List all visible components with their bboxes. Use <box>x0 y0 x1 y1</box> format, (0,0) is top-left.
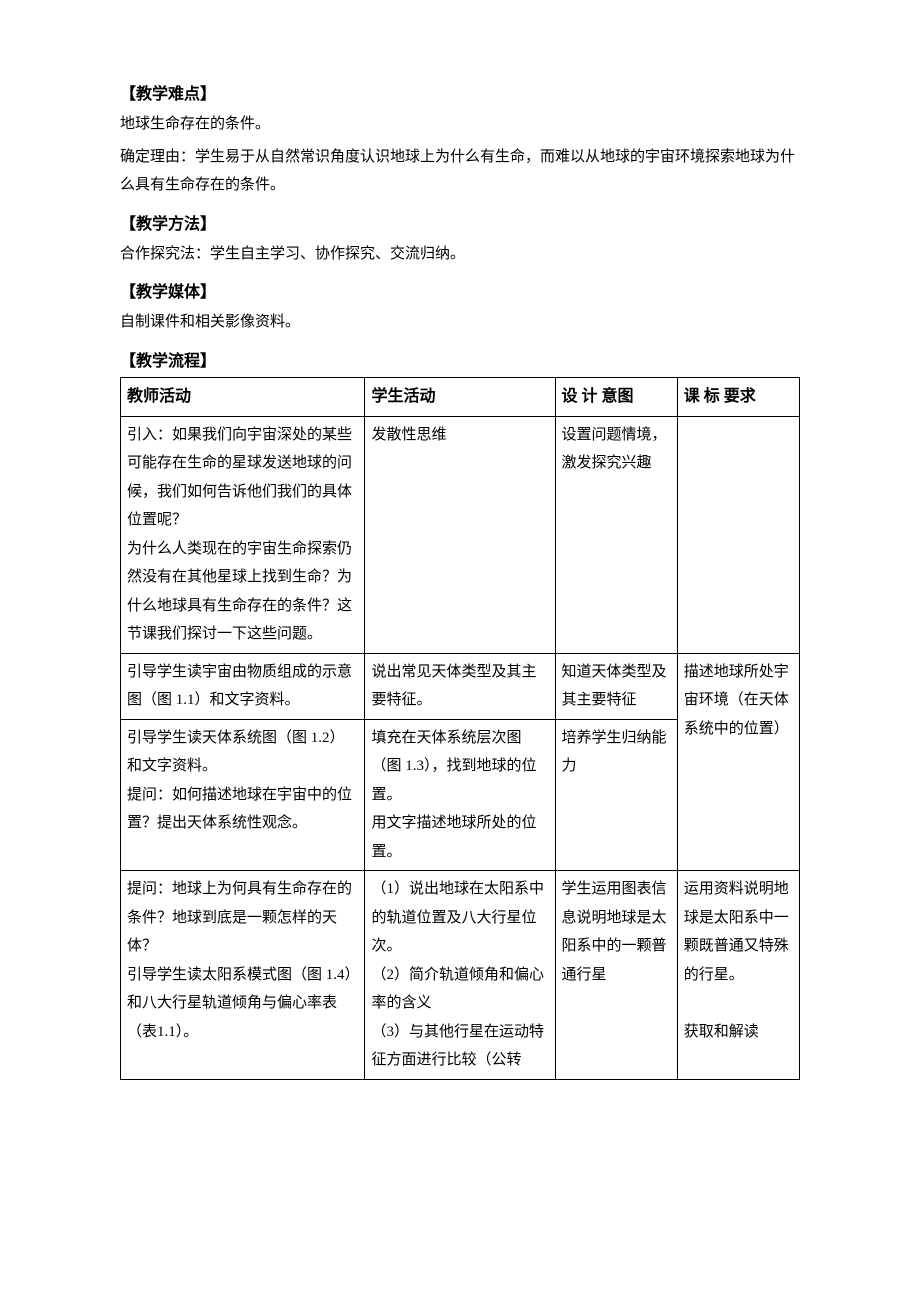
document-page: 【教学难点】 地球生命存在的条件。 确定理由：学生易于从自然常识角度认识地球上为… <box>0 0 920 1140</box>
table-row: 引导学生读宇宙由物质组成的示意图（图 1.1）和文字资料。 说出常见天体类型及其… <box>121 653 800 719</box>
header-intent: 设 计 意图 <box>555 377 677 416</box>
table-row: 引入：如果我们向宇宙深处的某些可能存在生命的星球发送地球的问候，我们如何告诉他们… <box>121 416 800 653</box>
cell-student: 填充在天体系统层次图（图 1.3），找到地球的位置。用文字描述地球所处的位置。 <box>365 719 555 871</box>
cell-student: （1）说出地球在太阳系中的轨道位置及八大行星位次。（2）简介轨道倾角和偏心率的含… <box>365 871 555 1080</box>
cell-intent: 知道天体类型及其主要特征 <box>555 653 677 719</box>
cell-standard: 运用资料说明地球是太阳系中一颗既普通又特殊的行星。获取和解读 <box>677 871 799 1080</box>
cell-standard: 描述地球所处宇宙环境（在天体系统中的位置） <box>677 653 799 871</box>
method-body: 合作探究法：学生自主学习、协作探究、交流归纳。 <box>120 240 800 269</box>
heading-process: 【教学流程】 <box>120 347 800 371</box>
header-teacher: 教师活动 <box>121 377 365 416</box>
cell-teacher: 提问：地球上为何具有生命存在的条件？地球到底是一颗怎样的天体？引导学生读太阳系模… <box>121 871 365 1080</box>
cell-student: 说出常见天体类型及其主要特征。 <box>365 653 555 719</box>
process-table: 教师活动 学生活动 设 计 意图 课 标 要求 引入：如果我们向宇宙深处的某些可… <box>120 377 800 1080</box>
header-standard: 课 标 要求 <box>677 377 799 416</box>
difficulty-body-2: 确定理由：学生易于从自然常识角度认识地球上为什么有生命，而难以从地球的宇宙环境探… <box>120 143 800 200</box>
header-student: 学生活动 <box>365 377 555 416</box>
cell-intent: 设置问题情境，激发探究兴趣 <box>555 416 677 653</box>
cell-teacher: 引导学生读宇宙由物质组成的示意图（图 1.1）和文字资料。 <box>121 653 365 719</box>
cell-teacher: 引入：如果我们向宇宙深处的某些可能存在生命的星球发送地球的问候，我们如何告诉他们… <box>121 416 365 653</box>
difficulty-body-1: 地球生命存在的条件。 <box>120 110 800 139</box>
cell-intent: 培养学生归纳能力 <box>555 719 677 871</box>
cell-teacher: 引导学生读天体系统图（图 1.2）和文字资料。提问：如何描述地球在宇宙中的位置？… <box>121 719 365 871</box>
table-row: 提问：地球上为何具有生命存在的条件？地球到底是一颗怎样的天体？引导学生读太阳系模… <box>121 871 800 1080</box>
media-body: 自制课件和相关影像资料。 <box>120 308 800 337</box>
cell-intent: 学生运用图表信息说明地球是太阳系中的一颗普通行星 <box>555 871 677 1080</box>
heading-method: 【教学方法】 <box>120 210 800 234</box>
cell-standard <box>677 416 799 653</box>
heading-difficulty: 【教学难点】 <box>120 80 800 104</box>
cell-student: 发散性思维 <box>365 416 555 653</box>
heading-media: 【教学媒体】 <box>120 278 800 302</box>
table-header-row: 教师活动 学生活动 设 计 意图 课 标 要求 <box>121 377 800 416</box>
